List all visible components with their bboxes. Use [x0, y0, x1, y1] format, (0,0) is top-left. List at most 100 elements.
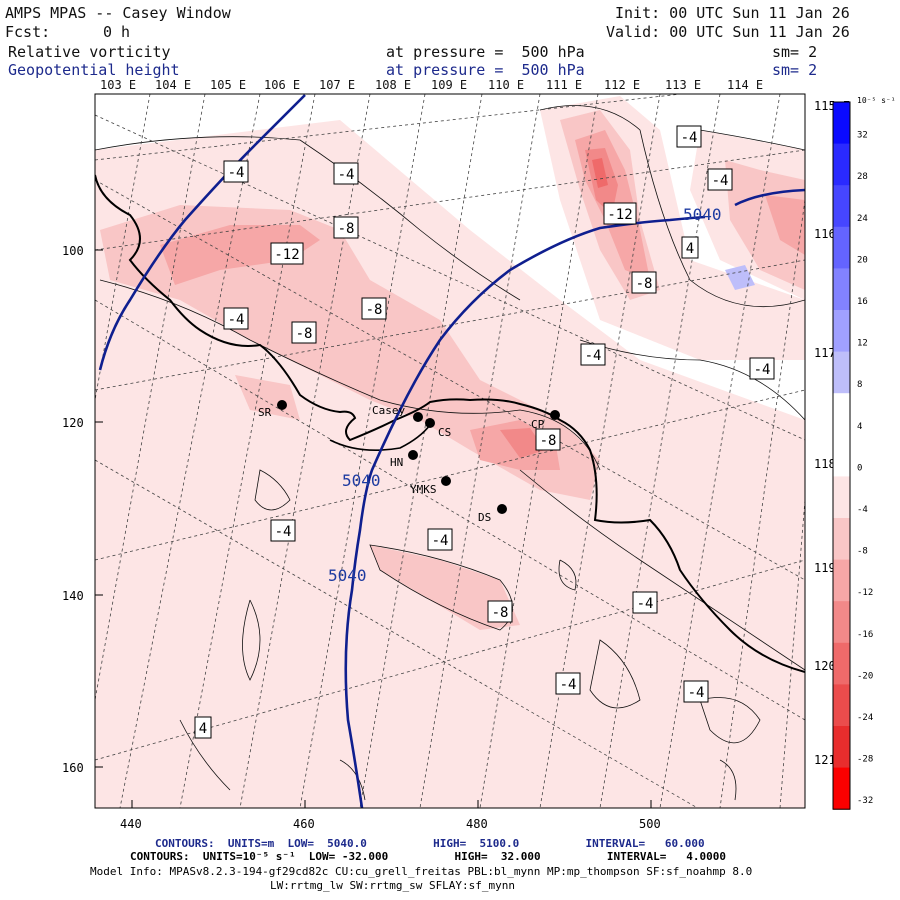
lon-label-top: 107 E	[319, 78, 356, 92]
x-tick-label: 460	[293, 817, 315, 831]
vorticity-label: -4	[223, 307, 249, 330]
colorbar-tick-label: -12	[857, 588, 873, 598]
lon-label-top: 112 E	[604, 78, 641, 92]
vorticity-label: -4	[427, 528, 453, 551]
colorbar-swatch	[833, 268, 850, 311]
svg-text:-8: -8	[366, 302, 383, 318]
colorbar-tick-label: 32	[857, 131, 868, 141]
svg-text:-4: -4	[754, 362, 771, 378]
vorticity-label: -8	[487, 600, 513, 623]
vorticity-label: -4	[223, 160, 249, 183]
vorticity-label: 4	[194, 716, 212, 739]
lon-label-top: 103 E	[100, 78, 137, 92]
colorbar-tick-label: 24	[857, 214, 868, 224]
colorbar-tick-label: 28	[857, 172, 868, 182]
colorbar-swatch	[833, 434, 850, 477]
height-contour-5040	[344, 215, 706, 808]
field2-level: at pressure = 500 hPa	[386, 61, 585, 79]
colorbar-swatch	[833, 726, 850, 769]
lon-label-top: 109 E	[431, 78, 468, 92]
colorbar-swatch	[833, 684, 850, 727]
svg-text:-8: -8	[296, 326, 313, 342]
colorbar-swatch	[833, 518, 850, 561]
field2-name: Geopotential height	[8, 61, 180, 79]
svg-text:-4: -4	[688, 685, 705, 701]
vorticity-label: 4	[681, 236, 699, 259]
svg-text:-4: -4	[228, 165, 245, 181]
station-label: Casey	[372, 404, 405, 417]
svg-text:-12: -12	[274, 247, 299, 263]
colorbar-swatch	[833, 393, 850, 436]
station-label: CP	[531, 418, 545, 431]
lon-label-top: 114 E	[727, 78, 764, 92]
colorbar-swatch	[833, 226, 850, 269]
colorbar-tick-label: -16	[857, 630, 873, 640]
vorticity-label: -4	[749, 357, 775, 380]
lon-label-top: 104 E	[155, 78, 192, 92]
y-tick-label: 100	[62, 244, 84, 258]
lon-label-top: 108 E	[375, 78, 412, 92]
station-dot-casey	[413, 412, 423, 422]
svg-text:-8: -8	[338, 221, 355, 237]
station-label: SR	[258, 406, 272, 419]
vorticity-label: -12	[603, 202, 637, 225]
station-dot-ymks	[441, 476, 451, 486]
colorbar-tick-label: -24	[857, 713, 873, 723]
vorticity-label: -4	[632, 591, 658, 614]
lon-label-top: 106 E	[264, 78, 301, 92]
vorticity-band-minus16	[500, 428, 545, 458]
vorticity-label: -8	[291, 321, 317, 344]
vorticity-label: -12	[270, 242, 304, 265]
vorticity-band-minus8	[100, 205, 600, 500]
colorbar-tick-label: 12	[857, 339, 868, 349]
vorticity-label: -8	[333, 216, 359, 239]
colorbar-frame	[832, 101, 851, 810]
height-label: 5040	[342, 471, 381, 490]
field1-level: at pressure = 500 hPa	[386, 43, 585, 61]
x-tick-label: 500	[639, 817, 661, 831]
station-dot-cp	[550, 410, 560, 420]
colorbar-swatch	[833, 767, 850, 810]
vorticity-label: -4	[555, 672, 581, 695]
height-label: 5040	[683, 205, 722, 224]
colorbar-swatch	[833, 351, 850, 394]
colorbar-swatch	[833, 143, 850, 186]
colorbar-swatch	[833, 642, 850, 685]
vorticity-label: -4	[270, 519, 296, 542]
coastline	[329, 424, 431, 452]
vorticity-label: -8	[631, 271, 657, 294]
colorbar-tick-label: -8	[857, 547, 868, 557]
vorticity-band-plus	[725, 265, 755, 290]
svg-text:-8: -8	[540, 433, 557, 449]
forecast-hour: 0 h	[103, 23, 131, 41]
colorbar-tick-label: 20	[857, 255, 868, 265]
station-label: CS	[438, 426, 451, 439]
svg-text:-4: -4	[275, 524, 292, 540]
svg-text:4: 4	[199, 721, 207, 737]
vorticity-label: -4	[580, 343, 606, 366]
model-info-physics: LW:rrtmg_lw SW:rrtmg_sw SFLAY:sf_mynn	[270, 879, 516, 892]
station-label: DS	[478, 511, 491, 524]
vorticity-label: -8	[361, 297, 387, 320]
colorbar-unit: 10⁻⁵ s⁻¹	[857, 96, 896, 105]
vorticity-label: -8	[535, 428, 561, 451]
colorbar-tick-label: -32	[857, 796, 873, 806]
station-dot-cs	[425, 418, 435, 428]
height-contour-5040	[734, 188, 805, 207]
colorbar-swatch	[833, 102, 850, 145]
colorbar-swatch	[833, 476, 850, 519]
colorbar-tick-label: 4	[857, 422, 862, 432]
svg-text:-4: -4	[637, 596, 654, 612]
model-info: Model Info: MPASv8.2.3-194-gf29cd82c CU:…	[90, 865, 753, 878]
lon-label-top: 105 E	[210, 78, 247, 92]
height-contour-5040	[98, 94, 306, 371]
colorbar-tick-label: -20	[857, 671, 873, 681]
svg-text:-12: -12	[607, 207, 632, 223]
y-tick-label: 140	[62, 589, 84, 603]
colorbar-tick-label: 16	[857, 297, 868, 307]
height-label: 5040	[328, 566, 367, 585]
vorticity-label: -4	[333, 162, 359, 185]
vorticity-contour-info: CONTOURS: UNITS=10⁻⁵ s⁻¹ LOW= -32.000 HI…	[130, 850, 727, 863]
height-contour-info: CONTOURS: UNITS=m LOW= 5040.0 HIGH= 5100…	[155, 837, 705, 850]
